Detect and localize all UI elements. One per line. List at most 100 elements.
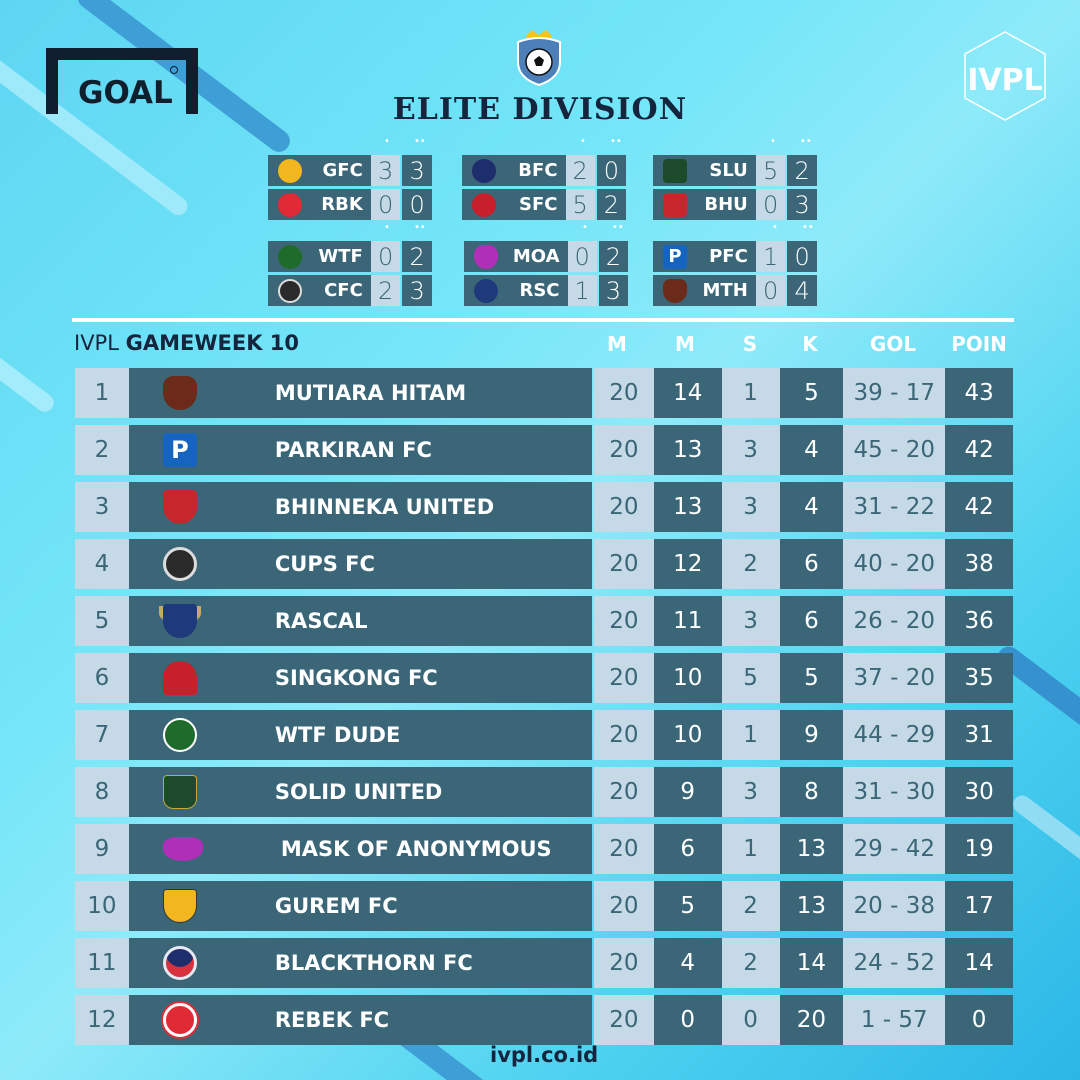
section-divider: [72, 318, 1014, 322]
goals-cell: 29 - 42: [843, 824, 946, 874]
points-cell: 43: [945, 368, 1014, 418]
played-cell: 20: [593, 881, 654, 931]
col-header-played: M: [607, 332, 627, 356]
team-crest-icon: [663, 278, 687, 303]
score-leg-2: 0: [402, 189, 432, 220]
first-leg-marker: •: [582, 222, 588, 233]
team-abbr: BHU: [704, 194, 748, 215]
team-crest-icon: [162, 604, 197, 638]
parking-p-crest-icon: P: [663, 244, 687, 269]
score-leg-2: 2: [596, 189, 626, 220]
points-cell: 35: [945, 653, 1014, 703]
fixture-card: • •• SLU 5 2 BHU 0 3: [653, 137, 817, 223]
rank-cell: 12: [75, 995, 129, 1045]
won-cell: 0: [653, 995, 722, 1045]
drawn-cell: 1: [721, 368, 780, 418]
drawn-cell: 3: [721, 596, 780, 646]
score-leg-1: 3: [370, 155, 401, 186]
team-crest-icon: [162, 1003, 197, 1037]
points-cell: 30: [945, 767, 1014, 817]
fixture-card: • •• MOA 0 2 RSC 1 3: [464, 223, 628, 309]
goal-logo-text: GOAL: [78, 75, 173, 111]
decorative-stripe: [0, 346, 58, 416]
fixture-home-row: MOA 0 2: [464, 241, 628, 272]
points-cell: 0: [945, 995, 1014, 1045]
gameweek-label: GAMEWEEK 10: [125, 331, 300, 355]
won-cell: 9: [653, 767, 722, 817]
table-row: 10 GUREM FC 20 5 2 13 20 - 38 17: [75, 881, 1014, 931]
drawn-cell: 3: [721, 482, 780, 532]
points-cell: 14: [945, 938, 1014, 988]
table-row: 9 MASK OF ANONYMOUS 20 6 1 13 29 - 42 19: [75, 824, 1014, 874]
played-cell: 20: [593, 938, 654, 988]
svg-text:IVPL: IVPL: [967, 63, 1042, 98]
played-cell: 20: [593, 368, 654, 418]
score-leg-1: 0: [755, 189, 786, 220]
team-abbr: WTF: [318, 246, 363, 267]
table-row: 7 WTF DUDE 20 10 1 9 44 - 29 31: [75, 710, 1014, 760]
lost-cell: 4: [779, 425, 844, 475]
lost-cell: 6: [779, 596, 844, 646]
fixture-home-row: WTF 0 2: [268, 241, 432, 272]
col-header-won: M: [675, 332, 695, 356]
lost-cell: 13: [779, 881, 844, 931]
team-abbr: SFC: [519, 194, 558, 215]
page-title: ELITE DIVISION: [392, 92, 688, 127]
second-leg-marker: ••: [414, 136, 426, 147]
registered-mark-icon: [170, 66, 178, 74]
score-leg-1: 2: [370, 275, 401, 306]
points-cell: 42: [945, 425, 1014, 475]
won-cell: 12: [653, 539, 722, 589]
score-leg-2: 3: [402, 155, 432, 186]
table-row: 3 BHINNEKA UNITED 20 13 3 4 31 - 22 42: [75, 482, 1014, 532]
second-leg-marker: ••: [800, 136, 812, 147]
fixture-card: • •• WTF 0 2 CFC 2 3: [268, 223, 432, 309]
first-leg-marker: •: [770, 136, 776, 147]
lost-cell: 5: [779, 653, 844, 703]
team-name: REBEK FC: [274, 1008, 390, 1032]
fixture-card: • •• P PFC 1 0 MTH 0 4: [653, 223, 817, 309]
team-crest-icon: [162, 490, 197, 524]
team-abbr: BFC: [518, 160, 558, 181]
ivpl-logo-icon: IVPL: [964, 31, 1046, 121]
first-leg-marker: •: [772, 222, 778, 233]
points-cell: 19: [945, 824, 1014, 874]
fixture-home-row: P PFC 1 0: [653, 241, 817, 272]
played-cell: 20: [593, 482, 654, 532]
points-cell: 36: [945, 596, 1014, 646]
team-crest-icon: [162, 946, 197, 980]
score-leg-2: 0: [596, 155, 626, 186]
team-crest-icon: [278, 192, 302, 217]
team-abbr: MTH: [702, 280, 748, 301]
drawn-cell: 1: [721, 824, 780, 874]
decorative-stripe: [1009, 791, 1080, 903]
team-crest-icon: [472, 158, 496, 183]
team-crest-icon: [474, 244, 498, 269]
rank-cell: 9: [75, 824, 129, 874]
drawn-cell: 3: [721, 425, 780, 475]
won-cell: 11: [653, 596, 722, 646]
team-name: MASK OF ANONYMOUS: [280, 837, 552, 861]
won-cell: 5: [653, 881, 722, 931]
parking-p-crest-icon: P: [162, 433, 197, 467]
team-name: CUPS FC: [274, 552, 375, 576]
score-leg-1: 5: [565, 189, 595, 220]
gameweek-heading: IVPL GAMEWEEK 10: [74, 331, 299, 355]
rank-cell: 3: [75, 482, 129, 532]
lost-cell: 13: [779, 824, 844, 874]
second-leg-marker: ••: [414, 222, 426, 233]
team-abbr: CFC: [324, 280, 363, 301]
rank-cell: 4: [75, 539, 129, 589]
won-cell: 10: [653, 653, 722, 703]
table-row: 1 MUTIARA HITAM 20 14 1 5 39 - 17 43: [75, 368, 1014, 418]
footer-website-link[interactable]: ivpl.co.id: [490, 1043, 599, 1067]
won-cell: 6: [653, 824, 722, 874]
team-crest-icon: [162, 775, 197, 809]
score-leg-2: 2: [787, 155, 817, 186]
fixture-away-row: BHU 0 3: [653, 189, 817, 220]
team-name: SINGKONG FC: [274, 666, 438, 690]
rank-cell: 2: [75, 425, 129, 475]
lost-cell: 8: [779, 767, 844, 817]
second-leg-marker: ••: [802, 222, 814, 233]
won-cell: 13: [653, 482, 722, 532]
